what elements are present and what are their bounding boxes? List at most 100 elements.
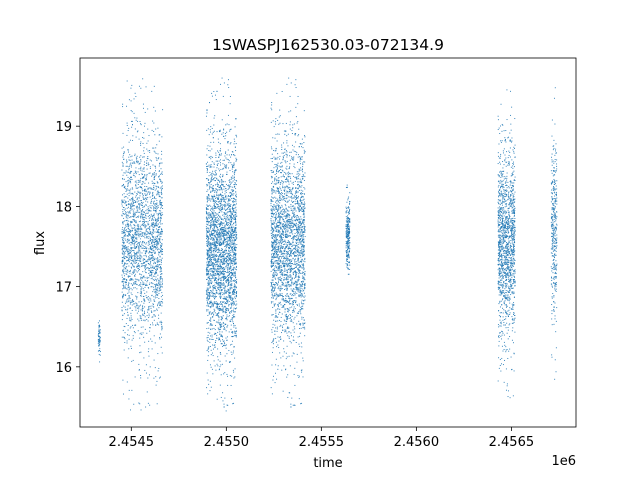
data-point [157,323,159,325]
data-point [139,226,141,228]
data-point [210,279,212,281]
data-point [128,226,130,228]
data-point [145,178,147,180]
data-point [227,159,229,161]
data-point [223,159,225,161]
data-point [142,196,144,198]
data-point [159,376,161,378]
data-point [207,289,209,291]
data-point [126,271,128,273]
data-point [231,302,233,304]
data-point [122,221,124,223]
data-point [217,314,219,316]
data-point [126,219,128,221]
data-point [213,227,215,229]
data-point [229,262,231,264]
data-point [228,215,230,217]
data-point [207,145,209,147]
data-point [145,165,147,167]
data-point [212,312,214,314]
data-point [136,241,138,243]
data-point [128,270,130,272]
data-point [121,237,123,239]
data-point [138,215,140,217]
data-point [145,243,147,245]
data-point [232,304,234,306]
data-point [162,230,163,232]
data-point [161,322,163,324]
data-point [133,303,135,305]
data-point [126,269,128,271]
data-point [206,209,208,211]
data-point [125,256,127,258]
data-point [126,246,128,248]
data-point [228,222,230,224]
data-point [217,223,219,225]
data-point [219,266,221,268]
data-point [229,271,231,272]
data-point [235,286,237,288]
data-point [221,237,223,239]
data-point [156,200,158,202]
data-point [212,214,214,216]
data-point [99,331,101,333]
data-point [225,245,227,247]
data-point [234,218,236,220]
data-point [225,302,227,304]
data-point [233,402,235,404]
data-point [129,327,131,329]
data-point [155,218,157,220]
data-point [208,237,210,239]
data-point [212,238,214,240]
data-point [138,248,140,250]
data-point [148,252,150,254]
data-point [214,347,216,349]
data-point [154,278,156,280]
data-point [144,188,146,190]
data-point [157,232,159,234]
data-point [230,258,232,260]
data-point [140,227,142,229]
data-point [227,263,229,265]
data-point [157,266,159,268]
data-point [209,248,211,250]
data-point [143,232,145,234]
data-point [223,229,225,231]
data-point [233,324,235,326]
data-point [159,162,161,164]
data-point [159,302,161,304]
data-point [229,242,231,244]
data-point [216,221,218,223]
data-point [219,321,221,323]
data-point [223,233,225,235]
data-point [215,296,217,298]
data-point [157,205,159,206]
data-point [125,279,127,281]
data-point [129,317,131,319]
chart-title: 1SWASPJ162530.03-072134.9 [212,36,444,54]
data-point [137,216,139,218]
data-point [232,273,234,275]
data-point [99,348,101,350]
data-point [153,335,155,337]
data-point [223,296,225,298]
data-point [229,129,231,131]
data-point [215,240,217,242]
data-point [219,337,221,339]
data-point [141,210,143,212]
data-point [228,263,230,265]
data-point [155,258,157,260]
data-point [153,319,155,321]
data-point [235,222,237,224]
data-point [151,254,153,256]
data-point [159,252,161,254]
data-point [126,288,128,290]
data-point [135,96,137,98]
data-point [155,272,157,274]
data-point [212,235,214,237]
data-point [225,248,227,250]
data-point [137,200,139,202]
data-point [233,190,235,192]
data-point [222,252,224,254]
data-point [206,339,208,341]
